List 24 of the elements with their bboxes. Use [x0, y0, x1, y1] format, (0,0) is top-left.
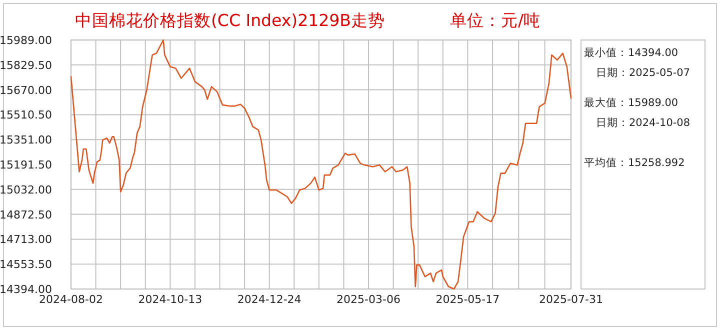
y-tick-label: 15351.00 — [0, 134, 52, 147]
y-tick-label: 14713.00 — [0, 233, 52, 246]
chart-title: 中国棉花价格指数(CC Index)2129B走势 — [75, 11, 385, 30]
text: 最小值：14394.00 — [584, 46, 678, 59]
y-tick-label: 15510.50 — [0, 108, 52, 122]
text: 平均值：15258.992 — [584, 157, 685, 169]
x-tick-label: 2025-07-31 — [539, 293, 603, 306]
x-tick-label: 2025-03-06 — [336, 293, 400, 306]
text: 日期：2024-10-08 — [596, 117, 690, 129]
chart-subtitle: 单位：元/吨 — [450, 11, 541, 30]
y-tick-label: 15670.00 — [0, 84, 52, 97]
y-tick-label: 15829.50 — [0, 58, 52, 72]
text: 日期：2025-05-07 — [596, 67, 690, 79]
x-tick-label: 2024-08-02 — [39, 293, 103, 306]
x-tick-label: 2024-12-24 — [237, 293, 302, 306]
x-tick-label: 2024-10-13 — [138, 293, 202, 306]
text: 最大值：15989.00 — [584, 96, 678, 109]
y-tick-label: 14394.00 — [0, 283, 52, 296]
y-tick-label: 15989.00 — [0, 34, 52, 47]
x-tick-label: 2025-05-17 — [436, 293, 500, 306]
y-tick-label: 14872.50 — [0, 208, 52, 222]
y-tick-label: 15032.00 — [0, 183, 52, 196]
y-tick-label: 14553.50 — [0, 258, 52, 272]
y-tick-label: 15191.50 — [0, 158, 52, 172]
